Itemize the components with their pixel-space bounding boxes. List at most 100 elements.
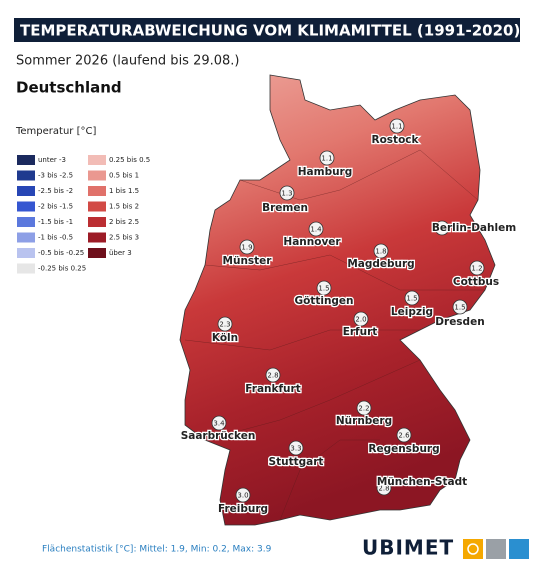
city-marker [235,487,251,503]
legend-label: 0.25 bis 0.5 [109,156,150,164]
city-value: 1.2 [471,265,482,273]
legend-label: -3 bis -2.5 [38,172,73,180]
legend-swatch [88,201,106,212]
city-marker [434,220,450,236]
legend-label: unter -3 [38,156,66,164]
city-marker [217,316,233,332]
city-value: 1.0 [436,225,447,233]
city-marker [308,221,324,237]
city-value: 1.5 [454,304,465,312]
city-value: 1.4 [310,226,322,234]
city-marker [373,243,389,259]
legend-swatch [17,170,35,181]
legend-swatch [88,186,106,196]
city-name: Münster [223,255,273,267]
city-value: 2.0 [355,316,366,324]
legend-label: 0.5 bis 1 [109,172,139,180]
city-name: Erfurt [343,326,378,338]
legend-label: -2.5 bis -2 [38,187,73,195]
city-marker [452,299,468,315]
city-name: Berlin-Dahlem [432,222,516,234]
city-value: 1.9 [241,244,252,252]
city-name: Regensburg [368,443,439,455]
logo-cloud [486,539,506,559]
legend-title: Temperatur [°C] [15,126,96,137]
city-marker [265,367,281,383]
legend-label: 1 bis 1.5 [109,187,139,195]
legend-swatch [17,232,35,243]
city-value: 1.3 [281,190,292,198]
germany-map [179,74,496,526]
city-name: Stuttgart [269,456,324,468]
title-bar [14,18,520,42]
legend-swatch [88,155,106,165]
legend-label: -0.5 bis -0.25 [38,249,84,257]
legend-label: -2 bis -1.5 [38,203,73,211]
subtitle: Sommer 2026 (laufend bis 29.08.) [16,54,240,69]
brand: UBIMET [362,536,454,560]
city-marker [469,260,485,276]
city-name: Frankfurt [245,383,300,395]
city-marker [288,440,304,456]
city-value: 1.5 [406,295,417,303]
city-name: Göttingen [294,295,353,307]
city-value: 2.2 [358,405,369,413]
city-value: 2.8 [267,372,278,380]
city-value: 1.5 [318,285,329,293]
city-marker [389,118,405,134]
city-name: Köln [212,332,238,344]
legend-label: -0.25 bis 0.25 [38,265,86,273]
logo-drop [509,539,529,559]
legend-label: über 3 [109,249,132,257]
state-borders [184,149,485,521]
city-name: Dresden [435,316,484,328]
region: Deutschland [16,79,122,97]
legend-label: 2 bis 2.5 [109,218,139,226]
legend-label: 1.5 bis 2 [109,203,139,211]
city-name: Leipzig [391,306,433,318]
legend-swatch [88,170,106,181]
city-name: Rostock [372,134,420,146]
city-marker [211,415,227,431]
title: TEMPERATURABWEICHUNG VOM KLIMAMITTEL (19… [20,22,520,40]
legend-swatch [88,217,106,227]
city-marker [376,480,392,496]
legend-swatch [17,248,35,258]
legend-swatch [88,232,106,243]
legend-swatch [88,248,106,258]
legend-swatch [17,186,35,196]
statistics: Flächenstatistik [°C]: Mittel: 1.9, Min:… [42,545,272,555]
legend-label: 2.5 bis 3 [109,234,139,242]
city-name: Saarbrücken [181,430,256,442]
city-name: Hannover [283,236,341,248]
city-value: 2.3 [219,321,230,329]
city-marker [239,239,255,255]
legend-swatch [17,263,35,274]
legend-swatch [17,155,35,165]
legend-swatch [17,201,35,212]
city-value: 3.3 [290,445,301,453]
legend-label: -1 bis -0.5 [38,234,73,242]
city-name: Nürnberg [336,415,392,427]
city-name: Magdeburg [347,258,414,270]
logo-sun [463,539,483,559]
city-marker [319,150,335,166]
legend-label: -1.5 bis -1 [38,218,73,226]
city-value: 2.8 [378,485,389,493]
city-value: 2.6 [398,432,410,440]
city-marker [404,290,420,306]
city-value: 1.8 [375,248,386,256]
city-name: Freiburg [218,503,268,515]
city-value: 1.1 [321,155,332,163]
city-marker [316,280,332,296]
city-name: München-Stadt [377,476,467,488]
city-name: Bremen [262,202,308,214]
city-value: 3.4 [213,420,225,428]
legend-swatch [17,217,35,227]
city-name: Cottbus [453,276,499,288]
city-value: 1.1 [391,123,402,131]
city-value: 3.0 [237,492,248,500]
logo-sun-icon [467,543,479,555]
city-marker [396,427,412,443]
